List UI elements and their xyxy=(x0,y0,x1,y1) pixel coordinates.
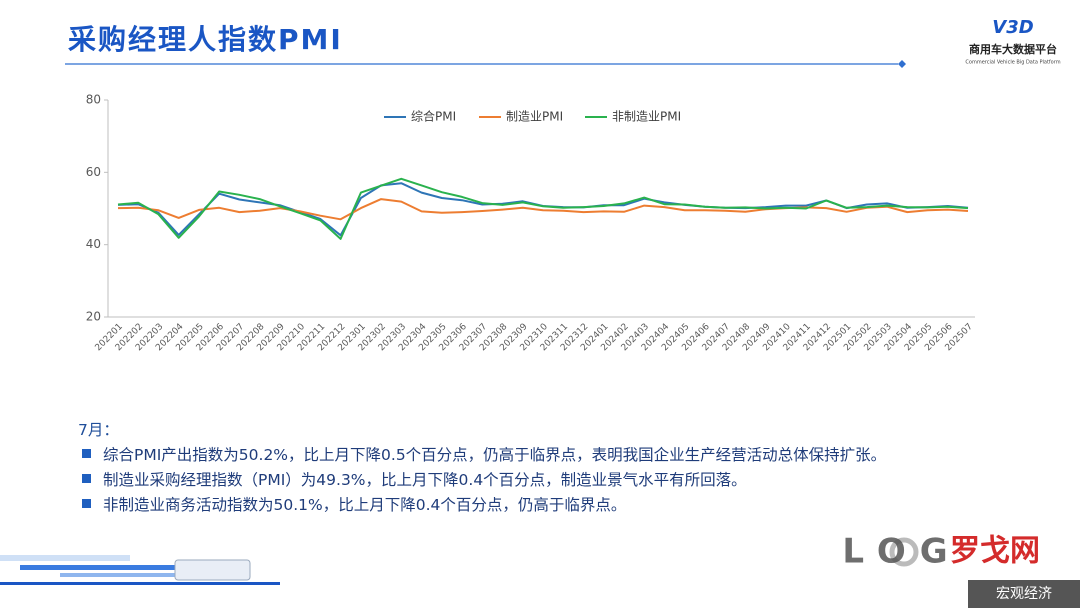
note-item: 制造业采购经理指数（PMI）为49.3%，比上月下降0.4个百分点，制造业景气水… xyxy=(82,468,747,490)
line-series xyxy=(117,177,969,240)
brand-ring xyxy=(889,537,919,567)
legend-label: 综合PMI xyxy=(411,109,456,124)
note-item: 非制造业商务活动指数为50.1%，比上月下降0.4个百分点，仍高于临界点。 xyxy=(82,493,626,515)
truck-decoration xyxy=(0,555,280,585)
logo-mark: V3D xyxy=(992,17,1033,38)
y-tick-label: 40 xyxy=(86,237,101,251)
tag: 宏观经济 xyxy=(996,586,1052,602)
legend-label: 非制造业PMI xyxy=(612,110,681,124)
legend-label: 制造业PMI xyxy=(506,110,563,124)
tag-box xyxy=(968,580,1080,608)
brand-mark-l: LOG xyxy=(842,532,961,572)
note-item: 综合PMI产出指数为50.2%，比上月下降0.5个百分点，仍高于临界点，表明我国… xyxy=(82,443,886,465)
title-rule-diamond xyxy=(898,60,906,68)
notes-heading: 7月： xyxy=(78,421,119,439)
brand: 罗戈网 xyxy=(950,534,1040,569)
line-series xyxy=(117,182,969,237)
slide-title: 采购经理人指数PMI xyxy=(68,23,343,56)
logo-text: 商用车大数据平台 xyxy=(969,42,1057,56)
line-series xyxy=(117,198,969,221)
y-tick-label: 60 xyxy=(86,165,101,179)
logo-sub: Commercial Vehicle Big Data Platform xyxy=(965,60,1060,66)
y-tick-label: 20 xyxy=(86,310,101,324)
y-tick-label: 80 xyxy=(86,93,101,107)
